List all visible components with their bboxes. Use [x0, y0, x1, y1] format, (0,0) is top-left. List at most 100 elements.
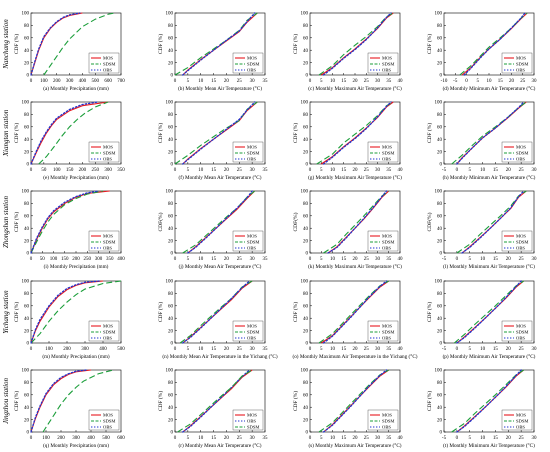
y-tick-label: 20 [168, 329, 174, 334]
plot-frame [443, 101, 535, 165]
x-tick-label: 300 [72, 436, 80, 441]
x-tick-label: 400 [117, 257, 125, 262]
panel-q: 0 100 200 300 400 500 600 0 20 40 60 80 100 CDF (%) (q… [13, 369, 125, 449]
legend-label: MOS [382, 234, 392, 239]
x-tick-label: 15 [211, 79, 217, 84]
y-tick-label: 20 [437, 329, 443, 334]
y-tick-label: 20 [24, 150, 30, 155]
y-tick-label: 0 [27, 342, 30, 347]
x-tick-label: 0 [30, 168, 33, 173]
x-tick-label: 300 [104, 168, 112, 173]
x-tick-label: -5 [442, 168, 447, 173]
y-tick-label: 100 [435, 369, 443, 374]
legend-label: MOS [382, 324, 392, 329]
series-mos [30, 12, 83, 76]
x-axis-label: (f) Monthly Mean Air Temperature (°C) [178, 174, 261, 181]
x-tick-label: 30 [250, 79, 256, 84]
y-axis-label: CDF(%) [426, 212, 433, 231]
series-sdsm [316, 101, 394, 165]
y-axis-label: CDF (%) [426, 34, 433, 54]
x-tick-label: 10 [480, 436, 486, 441]
y-tick-label: 60 [303, 215, 309, 220]
y-tick-label: 80 [168, 381, 174, 386]
series-sdsm [318, 369, 390, 433]
series-obs [187, 190, 253, 254]
legend-label: MOS [247, 56, 257, 61]
x-axis-label: (i) Monthly Precipitation (mm) [44, 263, 109, 270]
y-tick-label: 80 [24, 202, 30, 207]
x-tick-label: 25 [237, 436, 243, 441]
y-tick-label: 0 [440, 431, 443, 436]
y-tick-label: 100 [435, 190, 443, 195]
legend-label: MOS [516, 56, 526, 61]
y-tick-label: 80 [303, 113, 309, 118]
y-tick-label: 40 [168, 317, 174, 322]
y-tick-label: 80 [168, 292, 174, 297]
x-tick-label: 10 [198, 257, 204, 262]
y-tick-label: 0 [27, 431, 30, 436]
y-tick-label: 0 [440, 342, 443, 347]
x-tick-label: 0 [174, 347, 177, 352]
legend-label: MOS [382, 413, 392, 418]
y-tick-label: 20 [437, 61, 443, 66]
legend-label: SDSM [516, 62, 529, 67]
y-tick-label: 100 [166, 101, 174, 106]
x-tick-label: 20 [506, 257, 512, 262]
x-tick-label: 150 [61, 257, 69, 262]
panel-n: 0 5 10 15 20 25 30 35 0 20 40 60 80 100 CDF (%) (n) Mon… [157, 280, 278, 360]
x-tick-label: 20 [353, 168, 359, 173]
panel-k: 0 5 10 15 20 25 30 35 40 0 20 40 60 80 100 CDF(%) (k) Mo… [292, 190, 403, 270]
y-tick-label: 100 [22, 369, 30, 374]
y-tick-label: 0 [171, 252, 174, 257]
x-tick-label: 25 [237, 79, 243, 84]
x-tick-label: 200 [53, 79, 61, 84]
y-axis-label: CDF (%) [13, 391, 20, 411]
y-tick-label: 60 [24, 126, 30, 131]
y-tick-label: 40 [24, 49, 30, 54]
x-tick-label: -5 [453, 79, 458, 84]
series-obs [182, 280, 251, 344]
y-tick-label: 0 [171, 431, 174, 436]
x-axis-label: (q) Monthly Precipitation (mm) [43, 442, 109, 449]
y-tick-label: 40 [437, 227, 443, 232]
legend-label: SDSM [516, 151, 529, 156]
plot-frame [174, 280, 266, 344]
y-tick-label: 0 [440, 74, 443, 79]
y-tick-label: 80 [24, 292, 30, 297]
x-tick-label: 0 [30, 436, 33, 441]
x-tick-label: 40 [398, 79, 404, 84]
y-tick-label: 40 [168, 406, 174, 411]
y-axis-label: CDF (%) [157, 302, 164, 322]
x-tick-label: 5 [468, 257, 471, 262]
legend-label: SDSM [103, 330, 116, 335]
y-tick-label: 60 [303, 37, 309, 42]
plot-frame [174, 369, 266, 433]
station-label: Yichang station [2, 290, 10, 334]
y-tick-label: 80 [437, 113, 443, 118]
y-tick-label: 100 [166, 12, 174, 17]
legend-label: SDSM [382, 151, 395, 156]
y-tick-label: 20 [303, 61, 309, 66]
x-tick-label: 30 [250, 168, 256, 173]
x-tick-label: 10 [480, 168, 486, 173]
x-tick-label: 15 [341, 168, 347, 173]
y-tick-label: 60 [24, 394, 30, 399]
x-axis-label: (k) Monthly Maximum Air Temperature (°C) [308, 263, 402, 270]
x-tick-label: 15 [493, 347, 499, 352]
x-tick-label: 25 [364, 257, 370, 262]
x-tick-label: 30 [532, 347, 538, 352]
legend-label: OBS [516, 246, 525, 251]
series-obs [322, 280, 388, 344]
x-tick-label: 400 [87, 436, 95, 441]
x-axis-label: (o) Monthly Maximum Air Temperature in t… [292, 353, 417, 360]
y-tick-label: 20 [303, 239, 309, 244]
y-tick-label: 20 [303, 150, 309, 155]
x-tick-label: 10 [480, 257, 486, 262]
y-tick-label: 40 [303, 406, 309, 411]
x-tick-label: 150 [66, 168, 74, 173]
y-tick-label: 20 [168, 239, 174, 244]
x-tick-label: 15 [341, 257, 347, 262]
x-tick-label: 5 [187, 257, 190, 262]
y-tick-label: 0 [27, 163, 30, 168]
x-tick-label: 600 [117, 436, 125, 441]
